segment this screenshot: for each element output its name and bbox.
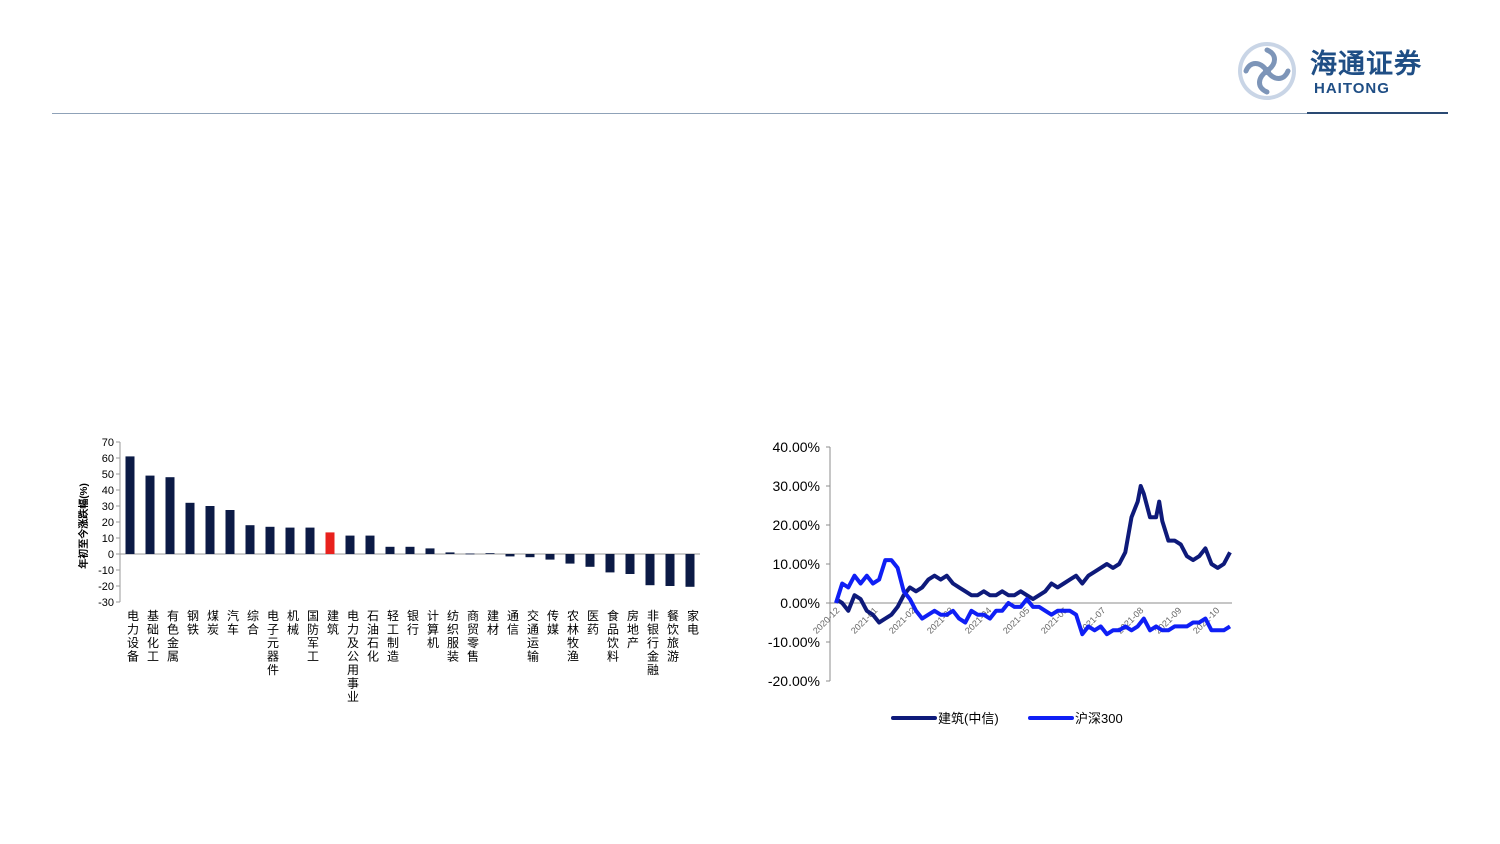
y-tick-label: -20.00%: [768, 673, 820, 689]
category-label: 食品饮料: [607, 608, 619, 664]
bar-电力设备: [125, 456, 135, 554]
y-axis-title: 年初至今涨跌幅(%): [77, 483, 90, 569]
category-label: 餐饮旅游: [667, 608, 679, 664]
category-label: 汽车: [227, 608, 239, 637]
bar-有色金属: [165, 477, 175, 554]
category-label: 有色金属: [167, 609, 179, 664]
y-tick-label: 10: [102, 533, 114, 545]
legend-label: 沪深300: [1075, 711, 1123, 726]
bar-机械: [285, 527, 295, 554]
category-label: 医药: [587, 609, 599, 637]
bar-通信: [505, 554, 515, 557]
category-label: 钢铁: [187, 609, 199, 637]
category-label: 电子元器件: [267, 609, 279, 677]
category-label: 计算机: [427, 609, 439, 650]
y-tick-label: 0: [108, 549, 114, 561]
y-tick-label: 20: [102, 517, 114, 529]
y-tick-label: 30: [102, 501, 114, 513]
category-label: 农林牧渔: [567, 609, 579, 664]
header-rule: [52, 113, 1448, 114]
category-label: 煤炭: [207, 609, 219, 637]
bar-综合: [245, 525, 255, 554]
bar-煤炭: [205, 506, 215, 554]
bar-非银行金融: [645, 554, 655, 586]
category-label: 交通运输: [527, 608, 539, 664]
bar-医药: [585, 554, 595, 567]
category-label: 建材: [487, 609, 499, 637]
bar-电力及公用事业: [345, 535, 355, 554]
index-comparison-line-chart: -20.00% -10.00% 0.00% 10.00% 20.00% 30.00% 40.…: [768, 439, 1232, 726]
y-tick-label: 40.00%: [773, 439, 820, 455]
category-label: 纺织服装: [447, 609, 459, 664]
category-label: 家电: [687, 608, 699, 637]
y-tick-label: 30.00%: [773, 478, 820, 494]
series-line-沪深300: [834, 558, 1232, 637]
bar-建材: [485, 553, 495, 554]
category-label: 建筑: [327, 609, 339, 637]
category-label: 电力及公用事业: [347, 609, 359, 704]
bar-钢铁: [185, 502, 195, 554]
bar-纺织服装: [445, 552, 455, 554]
bar-基础化工: [145, 475, 155, 554]
logo-name-cn: 海通证券: [1310, 49, 1422, 80]
bar-电子元器件: [265, 526, 275, 554]
y-tick-label: -10: [98, 565, 114, 577]
category-label: 非银行金融: [647, 609, 659, 677]
bar-交通运输: [525, 554, 535, 558]
logo-name-en: HAITONG: [1314, 80, 1390, 97]
bar-农林牧渔: [565, 554, 575, 564]
bar-轻工制造: [385, 546, 395, 554]
industry-return-bar-chart: -30 -20 -10 0 10 20 30 40 50 60 70 年初至今涨跌幅(%) 电力设备基础…: [77, 437, 700, 704]
y-tick-label: 40: [102, 485, 114, 497]
y-tick-label: 70: [102, 437, 114, 449]
bar-餐饮旅游: [665, 554, 675, 586]
haitong-emblem-icon: [1238, 42, 1296, 100]
y-tick-label: 0.00%: [780, 595, 820, 611]
bar-国防军工: [305, 527, 315, 554]
bar-房地产: [625, 554, 635, 574]
category-label: 通信: [507, 609, 519, 637]
category-label: 国防军工: [307, 609, 319, 664]
bar-家电: [685, 554, 695, 587]
y-tick-label: 60: [102, 453, 114, 465]
category-label: 房地产: [627, 608, 639, 650]
category-label: 基础化工: [147, 609, 159, 664]
category-label: 商贸零售: [467, 608, 479, 664]
category-label: 综合: [247, 609, 259, 637]
bar-计算机: [425, 548, 435, 554]
category-label: 电力设备: [127, 609, 139, 664]
bar-建筑: [325, 532, 335, 554]
category-label: 石油石化: [367, 609, 379, 664]
bar-商贸零售: [465, 553, 475, 555]
y-tick-label: 50: [102, 469, 114, 481]
series-line-建筑(中信): [834, 484, 1232, 625]
category-label: 轻工制造: [387, 609, 399, 664]
y-tick-label: -20: [98, 581, 114, 593]
y-tick-label: 20.00%: [773, 517, 820, 533]
y-tick-label: -30: [98, 597, 114, 609]
bar-传媒: [545, 554, 555, 560]
y-tick-label: -10.00%: [768, 634, 820, 650]
bar-汽车: [225, 510, 235, 554]
category-label: 机械: [287, 609, 299, 637]
x-tick-label: 2021-05: [1001, 605, 1031, 635]
category-label: 传媒: [547, 608, 559, 637]
y-tick-label: 10.00%: [773, 556, 820, 572]
bar-石油石化: [365, 535, 375, 554]
x-tick-label: 2021-02: [887, 605, 917, 635]
bar-银行: [405, 546, 415, 554]
category-label: 银行: [407, 609, 419, 637]
haitong-logo: 海通证券 HAITONG: [1232, 38, 1452, 106]
header-rule-accent: [1307, 112, 1448, 114]
bar-食品饮料: [605, 554, 615, 573]
legend-label: 建筑(中信): [938, 711, 999, 726]
